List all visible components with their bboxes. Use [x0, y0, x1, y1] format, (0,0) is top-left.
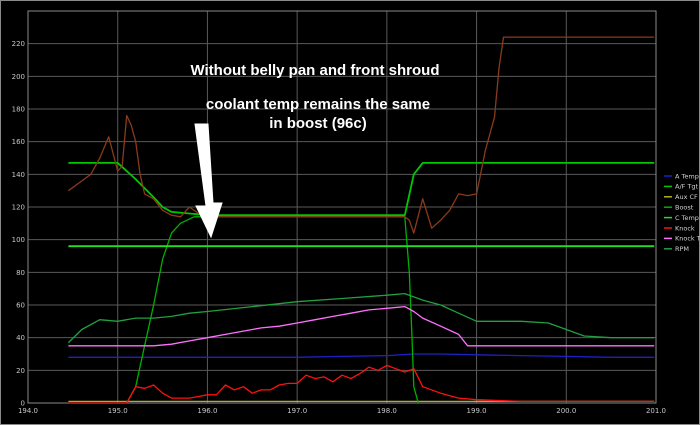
legend-label: C Temp — [675, 214, 699, 222]
legend-label: Knock T — [675, 235, 700, 243]
legend-label: Knock — [675, 224, 695, 232]
x-tick-label: 199.0 — [467, 407, 487, 415]
x-tick-label: 197.0 — [287, 407, 307, 415]
series-line-unlabeled — [68, 36, 655, 234]
y-tick-label: 140 — [12, 171, 25, 179]
y-tick-label: 0 — [21, 400, 25, 408]
y-tick-label: 60 — [16, 302, 25, 310]
series-group — [67, 36, 655, 404]
plot-frame — [27, 10, 657, 404]
legend-label: A/F Tgt — [675, 183, 699, 191]
legend-label: RPM — [675, 245, 689, 253]
annotation-arrow — [194, 123, 223, 239]
series-line-rpm — [67, 292, 655, 344]
legend-label: A Temp — [675, 172, 699, 180]
x-tick-label: 198.0 — [377, 407, 397, 415]
series-line-a-temp — [68, 353, 655, 358]
axes: 194.0 195.0 196.0 197.0 198.0 199.0 200.0 201.0… — [12, 10, 666, 415]
annotation-line-2: in boost (96c) — [269, 115, 367, 132]
x-tick-label: 200.0 — [556, 407, 576, 415]
y-tick-label: 160 — [12, 138, 25, 146]
series-line-knock-t — [68, 305, 655, 347]
legend: A Temp A/F Tgt Aux CF Boost C Temp Knock Knock… — [664, 172, 700, 253]
y-tick-label: 180 — [12, 106, 25, 114]
series-line-a-f-tgt — [68, 161, 655, 217]
y-tick-label: 220 — [12, 40, 25, 48]
y-tick-label: 120 — [12, 204, 25, 212]
legend-label: Aux CF — [675, 193, 698, 201]
x-tick-label: 194.0 — [18, 407, 38, 415]
y-tick-label: 20 — [16, 367, 25, 375]
y-tick-label: 80 — [16, 269, 25, 277]
legend-label: Boost — [675, 204, 694, 212]
x-tick-label: 196.0 — [197, 407, 217, 415]
y-tick-label: 200 — [12, 73, 25, 81]
grid-lines — [28, 11, 656, 403]
y-tick-label: 40 — [16, 334, 25, 342]
annotation-title: Without belly pan and front shroud — [190, 62, 439, 79]
y-tick-label: 100 — [12, 236, 25, 244]
x-tick-label: 201.0 — [646, 407, 666, 415]
annotation-line-1: coolant temp remains the same — [206, 96, 430, 113]
series-line-knock — [68, 364, 655, 404]
x-tick-label: 195.0 — [108, 407, 128, 415]
